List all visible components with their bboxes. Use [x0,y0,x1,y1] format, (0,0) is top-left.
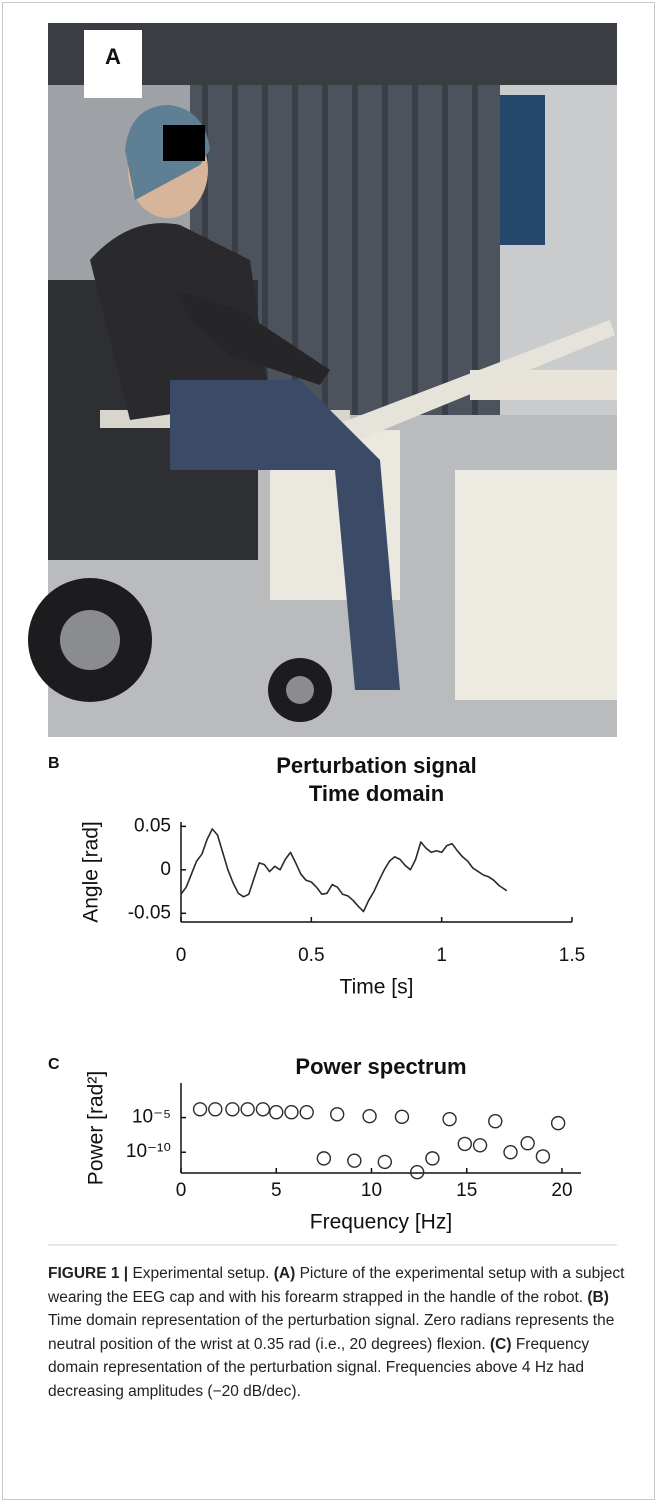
data-point [520,1136,535,1151]
caption-bold: (C) [490,1335,512,1353]
y-tick-label: 10⁻⁵ [132,1107,171,1128]
panel-label: A [105,44,121,69]
y-tick-label: 0 [160,859,171,880]
x-tick-label: 0 [176,945,187,966]
data-point [208,1102,223,1117]
data-point [409,1165,425,1180]
data-point [225,1102,240,1117]
data-point [329,1107,345,1122]
data-point [488,1114,503,1129]
y-axis-label: Angle [rad] [80,821,103,923]
caption-bold: (A) [273,1265,296,1282]
data-point [377,1154,393,1170]
data-point [240,1102,255,1117]
data-point [347,1153,362,1168]
data-point [503,1145,518,1160]
caption-text: Time domain representation of the pertur… [48,1312,615,1353]
data-point [472,1138,488,1153]
x-axis-label: Time [s] [340,976,414,999]
data-point [535,1149,551,1164]
photo: A [28,23,617,737]
caption-bold: FIGURE 1 | [48,1265,129,1282]
x-tick-label: 0.5 [298,945,324,966]
figure: A B C Perturbation signal Time domain Time… [28,23,617,1246]
chart-title: Power spectrum [295,1054,466,1079]
caption-text: Experimental setup. [128,1265,274,1282]
data-point [457,1136,473,1152]
caption-text: Frequency domain representation of the p… [48,1335,590,1400]
data-point [299,1105,314,1120]
chart-title: Perturbation signal [276,753,476,778]
chart-subtitle: Time domain [309,781,444,806]
data-point [362,1109,377,1124]
y-tick-label: 10⁻¹⁰ [126,1141,171,1162]
x-tick-label: 1.5 [559,945,585,966]
y-tick-label: 0.05 [134,815,171,836]
data-point [284,1105,299,1120]
caption-text: Picture of the experimental setup with a… [48,1265,625,1306]
y-tick-label: -0.05 [128,902,171,923]
signal-line [180,828,508,913]
x-tick-label: 5 [271,1180,282,1201]
caption: FIGURE 1 | Experimental setup. (A) Pictu… [48,1262,626,1403]
panel-label: B [48,755,60,772]
data-point [550,1115,566,1131]
data-point [255,1102,271,1117]
data-point [269,1105,284,1120]
panel-label: C [48,1056,60,1073]
data-point [316,1151,332,1166]
data-point [425,1151,440,1166]
caption-bold: (B) [587,1288,609,1306]
x-tick-label: 0 [176,1180,187,1201]
data-point [192,1102,208,1117]
x-tick-label: 15 [456,1180,477,1201]
y-axis-label: Power [rad²] [85,1071,108,1185]
x-tick-label: 10 [361,1180,382,1201]
data-point [442,1111,457,1127]
x-axis-label: Frequency [Hz] [310,1211,452,1234]
x-tick-label: 20 [551,1180,572,1201]
data-point [394,1109,410,1125]
x-tick-label: 1 [436,945,447,966]
